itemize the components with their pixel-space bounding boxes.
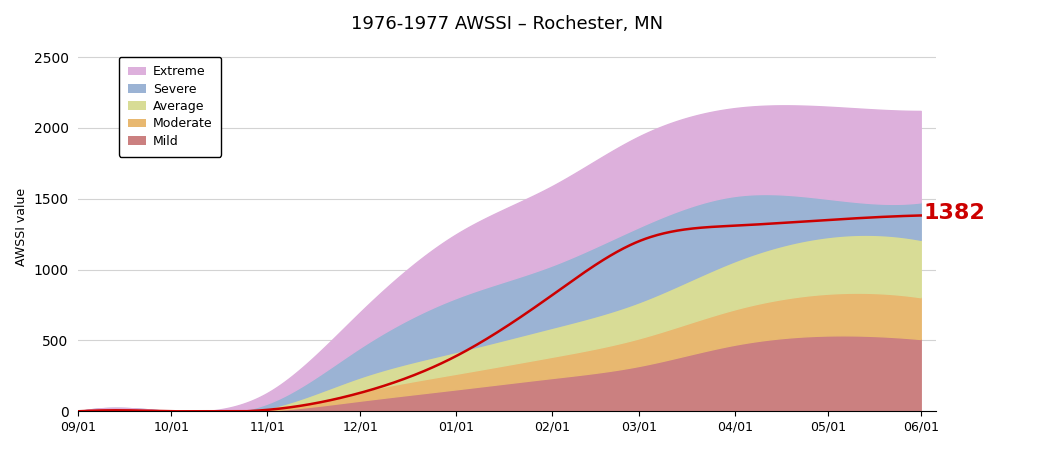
Title: 1976-1977 AWSSI – Rochester, MN: 1976-1977 AWSSI – Rochester, MN bbox=[351, 15, 663, 33]
Legend: Extreme, Severe, Average, Moderate, Mild: Extreme, Severe, Average, Moderate, Mild bbox=[119, 57, 221, 157]
Y-axis label: AWSSI value: AWSSI value bbox=[15, 188, 28, 266]
Text: 1382: 1382 bbox=[924, 202, 986, 223]
